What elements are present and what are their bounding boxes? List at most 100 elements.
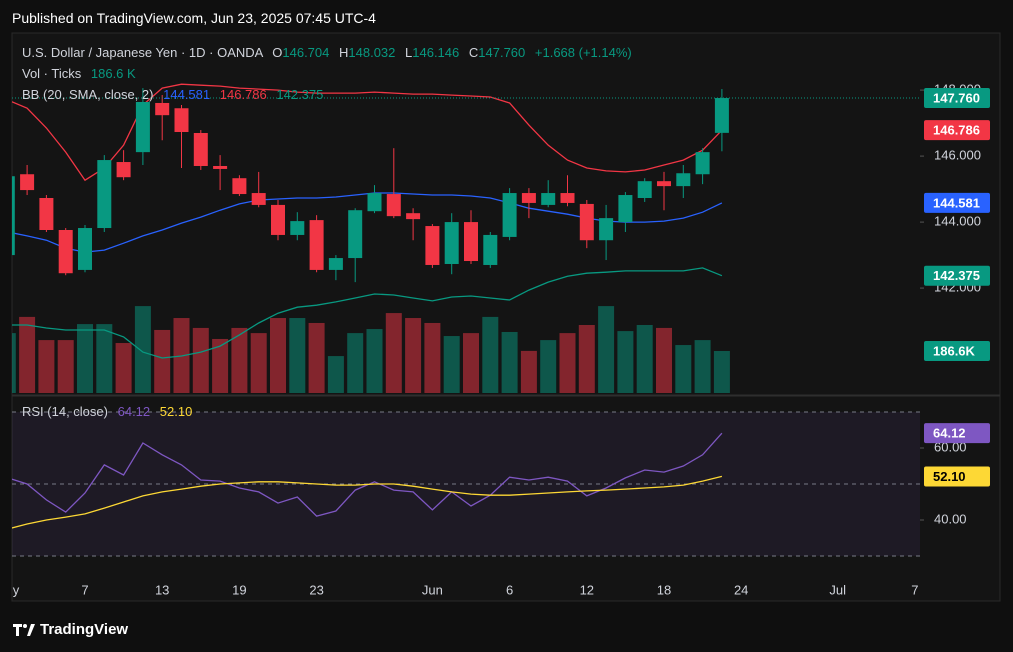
x-tick-label: 7 (81, 582, 88, 597)
candle-body (232, 178, 247, 195)
volume-bar (636, 325, 653, 393)
candle-body (637, 181, 652, 198)
x-tick-label: 19 (232, 582, 246, 597)
x-tick-label: 23 (309, 582, 323, 597)
ohlc-letter: C (468, 45, 479, 60)
volume-legend: Vol · Ticks 186.6 K (22, 66, 136, 81)
candle-body (328, 258, 343, 270)
ohlc-value: 147.760 (478, 45, 526, 60)
candle-body (174, 108, 189, 133)
candle-body (97, 160, 112, 229)
rsi-band-fill (12, 412, 920, 557)
candle-body (560, 193, 575, 203)
candle-body (213, 165, 228, 169)
volume-bar (443, 336, 460, 393)
volume-bar (385, 313, 402, 393)
price-tag (924, 192, 990, 213)
candle-body (271, 204, 285, 235)
price-tag (924, 88, 990, 109)
price-tag-label: 147.760 (933, 90, 980, 105)
bb-line (12, 83, 723, 182)
price-tag-label: 144.581 (933, 195, 980, 210)
volume-bar (19, 316, 36, 393)
volume-name: Vol · Ticks (22, 66, 82, 81)
axes: 142.000144.000146.000148.00040.0060.00y7… (13, 82, 990, 597)
price-tag-label: 64.12 (933, 426, 966, 441)
volume-bar (154, 329, 171, 393)
volume-bar (77, 324, 93, 393)
volume-bar (713, 350, 730, 393)
ohlc-value: 148.032 (348, 45, 396, 60)
candle-body (425, 226, 440, 265)
candle-body (714, 98, 729, 133)
volume-bar (501, 331, 518, 393)
price-pane (12, 83, 920, 393)
x-tick-label: 13 (155, 582, 169, 597)
volume-bar (520, 350, 537, 393)
x-tick-label: Jul (829, 582, 846, 597)
candle-body (502, 193, 517, 237)
price-tag-label: 186.6K (933, 343, 976, 358)
candle-body (521, 193, 536, 203)
bb-name: BB (20, SMA, close, 2) (22, 87, 154, 102)
volume-bar (38, 340, 55, 393)
volume-bar (463, 333, 479, 393)
bb-line (12, 267, 723, 359)
price-tag (924, 466, 990, 487)
ohlc-value: 146.146 (412, 45, 460, 60)
volume-bar (327, 356, 344, 393)
volume-bar (115, 343, 132, 393)
candle-body (541, 193, 556, 205)
candle-body (444, 222, 459, 264)
volume-bar (694, 340, 711, 393)
candle-body (309, 220, 324, 270)
candle-body (193, 132, 208, 166)
x-tick-label: 18 (657, 582, 671, 597)
bb-legend: BB (20, SMA, close, 2) 144.581 146.786 1… (22, 87, 323, 102)
price-tag (924, 265, 990, 286)
volume-bar (598, 306, 615, 393)
bb-value: 144.581 (163, 87, 211, 102)
price-tag (924, 340, 990, 361)
bb-value: 142.375 (276, 87, 324, 102)
rsi-tick-label: 40.00 (934, 511, 967, 526)
candle-body (406, 213, 421, 220)
volume-bar (482, 316, 499, 393)
candle-body (20, 174, 35, 191)
candle-body (39, 197, 54, 231)
y-tick-label: 146.000 (934, 148, 981, 163)
ohlc-letter: L (405, 45, 413, 60)
candle-body (386, 194, 401, 217)
price-tag-label: 52.10 (933, 469, 966, 484)
symbol: U.S. Dollar / Japanese Yen · 1D · OANDA (22, 45, 263, 60)
volume-bar (405, 318, 422, 393)
candle-body (12, 176, 15, 256)
volume-bar (134, 306, 151, 393)
price-legend: U.S. Dollar / Japanese Yen · 1D · OANDA … (22, 45, 632, 60)
logo-icon (13, 624, 35, 636)
volume-bar (308, 322, 325, 393)
candle-body (657, 181, 671, 187)
price-tag (924, 423, 990, 444)
ohlc-letter: O (272, 45, 283, 60)
rsi-tick-label: 60.00 (934, 439, 967, 454)
rsi-line (12, 432, 723, 517)
candle-body (135, 101, 150, 153)
volume-bar (366, 329, 383, 393)
rsi-name: RSI (14, close) (22, 404, 108, 419)
candle-body (348, 210, 363, 259)
candle-body (116, 162, 131, 178)
candle-body (290, 221, 305, 235)
candle-body (155, 102, 170, 116)
x-tick-label: Jun (422, 582, 443, 597)
volume-bar (57, 340, 74, 393)
volume-bar (250, 333, 267, 393)
rsi-legend: RSI (14, close) 64.12 52.10 (22, 404, 192, 419)
price-tag (924, 120, 990, 141)
candle-body (464, 222, 478, 262)
volume-bar (231, 327, 248, 393)
y-tick-label: 144.000 (934, 214, 981, 229)
volume-bar (617, 331, 634, 393)
candle-body (78, 228, 92, 270)
